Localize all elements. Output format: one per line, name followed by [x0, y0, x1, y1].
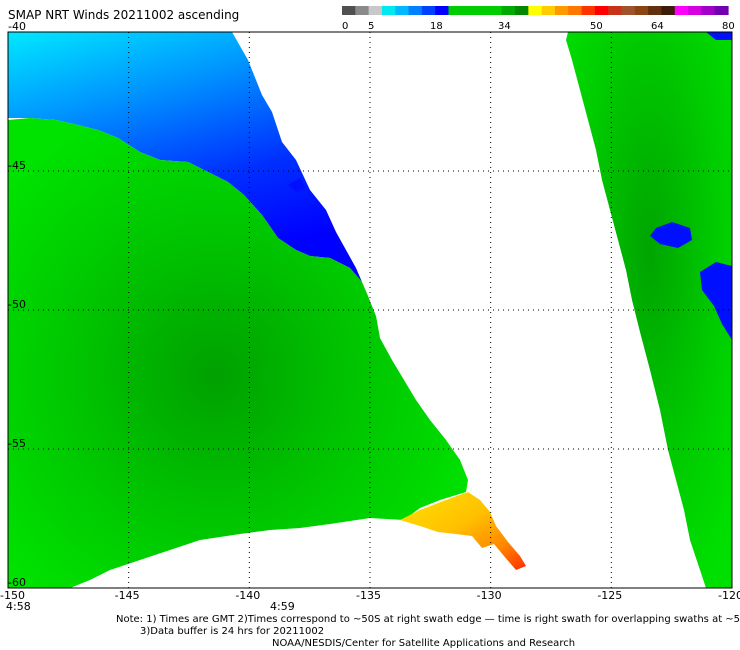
colorbar-tick-label: 0 — [342, 21, 348, 32]
map-title: SMAP NRT Winds 20211002 ascending — [8, 8, 240, 22]
colorbar-segment — [634, 6, 649, 15]
left-swath-blue-region — [8, 32, 362, 282]
left-swath-green-region — [8, 118, 468, 588]
right-swath-blue-patch-corner — [706, 32, 732, 40]
longitude-tick-label: -135 — [356, 589, 381, 602]
right-swath-blue-patch-right — [700, 262, 732, 340]
colorbar-tick-label: 5 — [368, 21, 374, 32]
colorbar-tick-label: 80 — [722, 21, 735, 32]
longitude-tick-label: -125 — [597, 589, 623, 602]
colorbar-tick-label: 64 — [651, 21, 664, 32]
colorbar-segment — [448, 6, 463, 15]
colorbar-segment — [408, 6, 423, 15]
start-time-label: 4:58 — [6, 600, 31, 613]
latitude-tick-label: -40 — [8, 20, 26, 33]
colorbar-segment — [461, 6, 476, 15]
colorbar-segment — [515, 6, 529, 15]
left-swath-blue-patch — [288, 178, 306, 192]
colorbar-segment — [701, 6, 716, 15]
mid-time-label: 4:59 — [270, 600, 295, 613]
colorbar-segment — [714, 6, 729, 15]
colorbar-segment — [594, 6, 609, 15]
colorbar-segment — [381, 6, 396, 15]
colorbar-segment — [355, 6, 370, 15]
colorbar-segment — [475, 6, 490, 15]
colorbar-segment — [342, 6, 356, 15]
wind-speed-colorbar: 0 5 18 34 50 64 80 — [342, 6, 735, 32]
latitude-tick-label: -50 — [8, 298, 26, 311]
latitude-tick-label: -45 — [8, 159, 26, 172]
colorbar-tick-label: 18 — [430, 21, 443, 32]
colorbar-segment — [435, 6, 450, 15]
colorbar-segment — [368, 6, 383, 15]
colorbar-segment — [688, 6, 702, 15]
colorbar-segment — [488, 6, 503, 15]
colorbar-segment — [621, 6, 636, 15]
note-line-2: 3)Data buffer is 24 hrs for 20211002 — [140, 626, 325, 637]
colorbar-segment — [541, 6, 556, 15]
longitude-tick-label: -150 — [0, 589, 25, 602]
colorbar-tick-label: 50 — [590, 21, 603, 32]
colorbar-segment — [554, 6, 569, 15]
longitude-tick-label: -130 — [476, 589, 502, 602]
graticule — [8, 32, 732, 588]
longitude-tick-label: -140 — [235, 589, 261, 602]
colorbar-segment — [581, 6, 596, 15]
colorbar-segment — [674, 6, 689, 15]
colorbar-segment — [395, 6, 410, 15]
colorbar-segment — [608, 6, 623, 15]
note-line-1: Note: 1) Times are GMT 2)Times correspon… — [116, 614, 740, 625]
colorbar-segment — [501, 6, 516, 15]
colorbar-segment — [421, 6, 436, 15]
colorbar-segment — [528, 6, 543, 15]
colorbar-segment — [661, 6, 676, 15]
colorbar-tick-label: 34 — [498, 21, 511, 32]
right-swath-blue-patch-upper — [650, 222, 692, 248]
colorbar-segment — [648, 6, 663, 15]
longitude-tick-label: -145 — [114, 589, 140, 602]
colorbar-segment — [568, 6, 583, 15]
note-line-3: NOAA/NESDIS/Center for Satellite Applica… — [272, 638, 576, 649]
left-swath-high-wind-region — [400, 492, 526, 570]
latitude-tick-label: -60 — [8, 576, 26, 589]
longitude-tick-label: -120 — [718, 589, 740, 602]
latitude-tick-label: -55 — [8, 437, 26, 450]
